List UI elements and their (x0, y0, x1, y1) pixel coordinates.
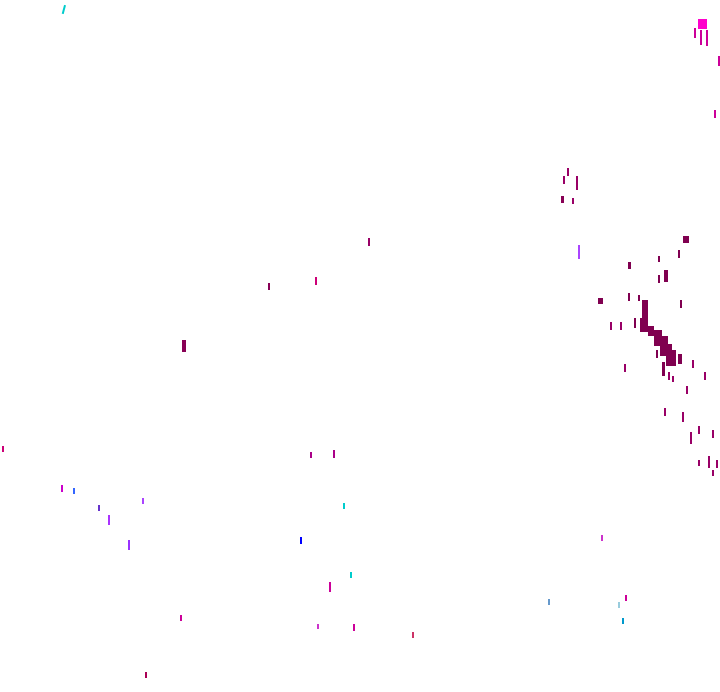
speck (638, 295, 640, 301)
speck (628, 293, 630, 301)
speck (648, 326, 654, 336)
speck (664, 408, 666, 416)
speck (180, 615, 182, 621)
speck (329, 582, 331, 592)
speck (567, 168, 569, 176)
speck (640, 318, 648, 332)
speck (680, 300, 682, 308)
speck (108, 515, 110, 525)
speck (662, 362, 665, 376)
speck (368, 238, 370, 246)
speck (618, 602, 620, 608)
speck (658, 256, 660, 262)
speck (333, 450, 335, 458)
speck (678, 354, 682, 364)
speck (716, 460, 718, 468)
speck (343, 503, 345, 509)
speck (672, 376, 674, 382)
speck (698, 19, 707, 29)
speck (412, 632, 414, 638)
speck (128, 540, 130, 550)
speck (548, 599, 550, 605)
speck (664, 270, 668, 282)
speck (578, 245, 580, 259)
speck (634, 318, 636, 328)
speck (714, 110, 716, 118)
speck (561, 196, 564, 203)
speck (642, 300, 648, 320)
speck (310, 452, 312, 458)
speck (694, 28, 696, 38)
speck (625, 595, 627, 601)
speck (317, 624, 319, 629)
speck (73, 488, 75, 494)
speck (601, 535, 603, 541)
speck (666, 344, 672, 366)
speck (656, 350, 658, 358)
speck (610, 322, 612, 330)
speck (712, 470, 714, 476)
speck (672, 350, 676, 366)
speck (686, 386, 688, 394)
speck (2, 446, 4, 452)
speck (353, 624, 355, 631)
speck (678, 250, 680, 258)
specks (2, 4, 720, 678)
speck (624, 364, 626, 372)
speck (700, 30, 702, 45)
speck (718, 56, 720, 66)
speck (683, 236, 689, 243)
speck (268, 283, 270, 290)
speck (698, 426, 700, 434)
speck (563, 176, 565, 184)
speck (598, 298, 603, 304)
speck (682, 412, 684, 422)
speck (61, 485, 63, 492)
speck (660, 336, 668, 356)
speck (98, 505, 100, 511)
speck (628, 262, 631, 269)
speck (145, 672, 147, 678)
speck (708, 456, 710, 468)
speck (706, 30, 708, 46)
speck (622, 618, 624, 624)
speck (712, 430, 714, 438)
speck (704, 372, 706, 380)
speck (300, 537, 302, 544)
speck (654, 330, 662, 346)
speck (698, 460, 700, 466)
speck (142, 498, 144, 504)
speck (690, 432, 692, 444)
speck (315, 277, 317, 285)
speck (182, 340, 186, 352)
speck (572, 198, 574, 204)
speck (692, 360, 694, 368)
speck (350, 572, 352, 578)
speck (576, 176, 578, 190)
speck (620, 322, 622, 330)
speck (668, 372, 670, 380)
speck (658, 275, 660, 283)
speck (61, 4, 67, 15)
